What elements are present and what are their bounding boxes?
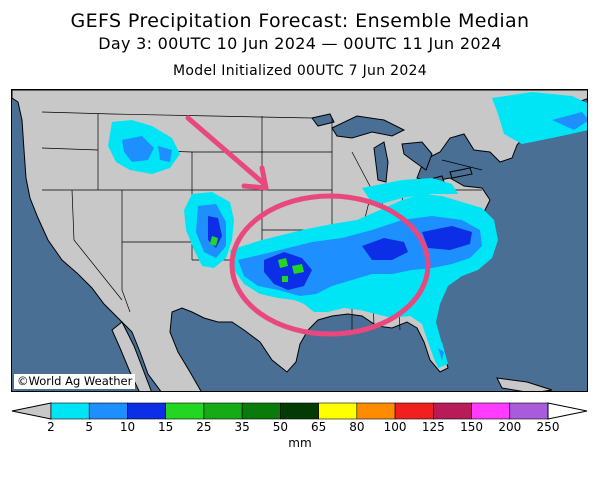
- precip-blue: [552, 112, 587, 130]
- precipitation-map: ©World Ag Weather: [11, 89, 588, 392]
- arrow-shaft: [185, 115, 265, 185]
- map-subtitle: Day 3: 00UTC 10 Jun 2024 — 00UTC 11 Jun …: [98, 34, 502, 53]
- colorbar-segment: [241, 402, 281, 420]
- colorbar-tick-label: 200: [498, 420, 522, 434]
- colorbar-under-triangle: [11, 402, 52, 420]
- precip-darkblue: [422, 226, 472, 250]
- colorbar-tick-label: 80: [349, 420, 365, 434]
- colorbar-segment: [318, 402, 358, 420]
- colorbar-segment: [394, 402, 434, 420]
- colorbar-segment: [88, 402, 128, 420]
- colorbar-segment: [50, 402, 90, 420]
- colorbar-tick-label: 65: [310, 420, 327, 434]
- colorbar-tick-label: 15: [158, 420, 174, 434]
- colorbar-segment: [509, 402, 549, 420]
- precip-darkblue: [362, 238, 408, 260]
- cuba: [496, 377, 553, 391]
- precip-blue: [438, 348, 444, 360]
- highlight-ellipse: [229, 193, 431, 337]
- colorbar-over-triangle: [547, 402, 588, 420]
- colorbar-tick-label: 5: [85, 420, 94, 434]
- precip-blue: [122, 136, 154, 162]
- precip-green: [278, 258, 288, 268]
- precip-cyan: [492, 92, 587, 144]
- map-canvas: [12, 90, 587, 391]
- colorbar-tick-label: 25: [196, 420, 212, 434]
- colorbar-tick-label: 100: [383, 420, 407, 434]
- baja-peninsula: [111, 321, 152, 391]
- colorbar-tick-label: 50: [272, 420, 289, 434]
- colorbar-tick-label: 150: [460, 420, 483, 434]
- colorbar-segment: [203, 402, 243, 420]
- copyright-label: ©World Ag Weather: [14, 374, 136, 389]
- colorbar-tick-label: 35: [234, 420, 250, 434]
- model-init-line: Model Initialized 00UTC 7 Jun 2024: [173, 63, 427, 79]
- precip-cyan: [430, 340, 448, 368]
- precip-green: [210, 236, 218, 246]
- arrow-head: [241, 165, 269, 191]
- precip-shading: [108, 92, 587, 368]
- colorbar-tick-label: 2: [47, 420, 55, 434]
- precip-cyan: [362, 178, 458, 206]
- annotation: [185, 115, 431, 337]
- colorbar: [11, 402, 588, 420]
- colorbar-tick-label: 10: [119, 420, 136, 434]
- colorbar-segment: [356, 402, 396, 420]
- colorbar-tick-label: 125: [421, 420, 445, 434]
- colorbar-segment: [127, 402, 166, 420]
- precip-green: [292, 264, 304, 274]
- colorbar-segment: [165, 402, 205, 420]
- colorbar-segment: [433, 402, 472, 420]
- colorbar-unit: mm: [288, 436, 312, 450]
- precip-darkblue: [264, 252, 312, 290]
- map-title: GEFS Precipitation Forecast: Ensemble Me…: [70, 10, 530, 32]
- colorbar-tick-label: 250: [536, 420, 560, 434]
- precip-blue: [158, 146, 172, 162]
- precip-green: [282, 276, 288, 282]
- colorbar-segment: [471, 402, 511, 420]
- colorbar-segment: [280, 402, 319, 420]
